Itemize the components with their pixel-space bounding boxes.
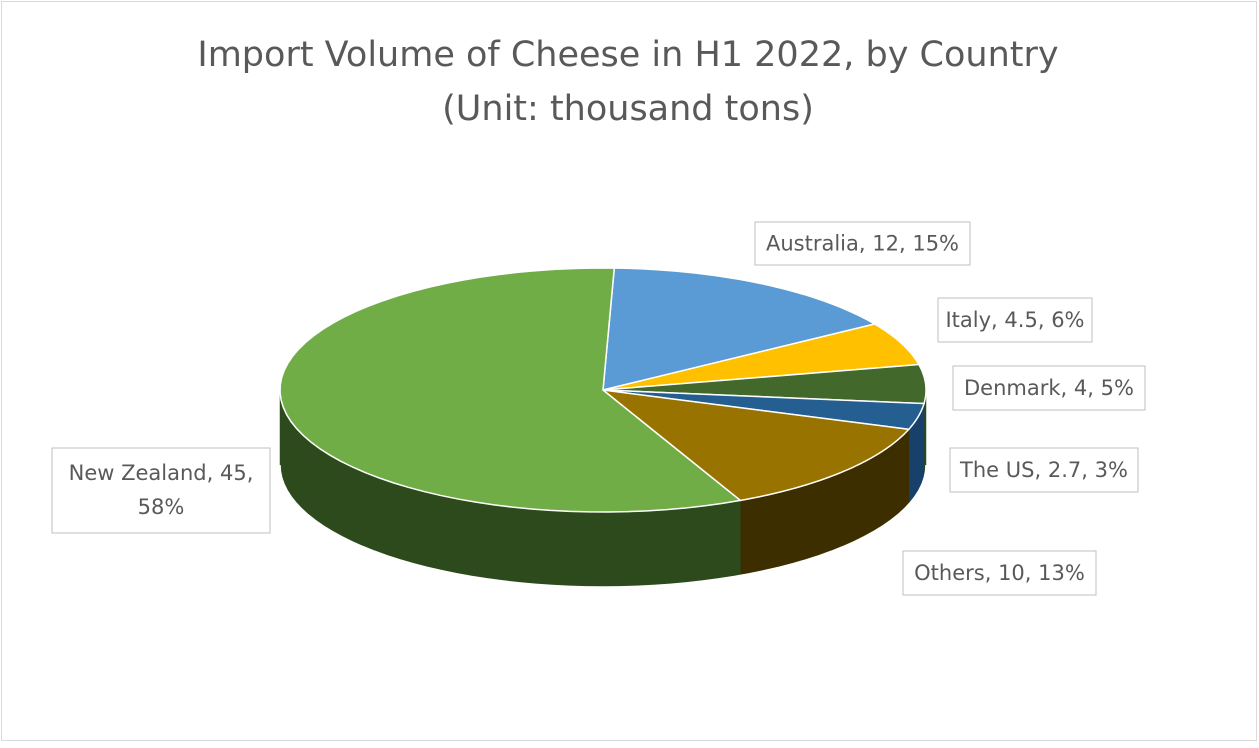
data-label-box: [902, 550, 1097, 596]
pie-slice: [600, 388, 911, 502]
data-label-box: [952, 365, 1146, 411]
label-value: 12: [872, 232, 899, 256]
label-category: The US: [959, 458, 1034, 482]
label-value: 2.7: [1048, 458, 1081, 482]
data-label-box: [949, 447, 1139, 493]
label-category: Denmark: [964, 376, 1061, 400]
label-value: 4: [1074, 376, 1087, 400]
pie-slice: [602, 363, 927, 405]
data-label: Others, 10, 13%: [914, 561, 1085, 585]
label-percent: 5%: [1101, 376, 1134, 400]
chart-title: Import Volume of Cheese in H1 2022, by C…: [197, 35, 1058, 75]
label-value: 4.5: [1004, 308, 1037, 332]
pie-base-edge: [279, 464, 927, 588]
data-label-box: [754, 221, 971, 266]
label-category: New Zealand: [69, 461, 207, 485]
label-percent: 13%: [1038, 561, 1085, 585]
label-percent: 3%: [1095, 458, 1128, 482]
label-percent: 15%: [912, 232, 959, 256]
label-value: 10: [998, 561, 1025, 585]
label-percent: 58%: [138, 495, 185, 519]
pie-slice: [602, 323, 921, 391]
label-value: 45: [220, 461, 247, 485]
pie-slice: [602, 267, 877, 391]
label-category: Italy: [945, 308, 991, 332]
label-category: Others: [914, 561, 985, 585]
data-label: The US, 2.7, 3%: [959, 458, 1128, 482]
label-category: Australia: [766, 232, 859, 256]
data-label-box: [937, 297, 1093, 343]
data-label: Australia, 12, 15%: [766, 232, 959, 256]
label-percent: 6%: [1051, 308, 1084, 332]
data-label-box: [51, 447, 271, 534]
pie-slice: [279, 267, 743, 513]
data-label: Italy, 4.5, 6%: [945, 308, 1084, 332]
chart-subtitle: (Unit: thousand tons): [442, 89, 814, 129]
data-label: Denmark, 4, 5%: [964, 376, 1134, 400]
